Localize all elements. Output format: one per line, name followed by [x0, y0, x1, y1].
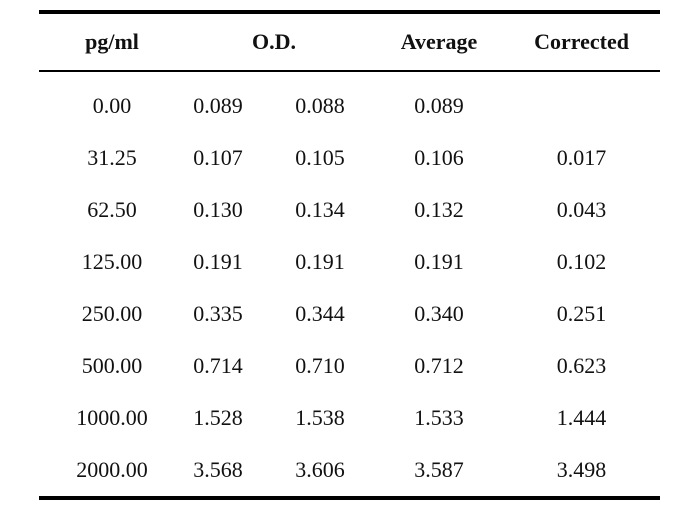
cell-corrected: 0.623: [556, 353, 607, 378]
cell-pg-ml: 250.00: [81, 301, 143, 326]
data-table: pg/ml O.D. Average Corrected 0.00 0.089 …: [39, 10, 660, 500]
cell-average: 0.132: [414, 197, 464, 222]
table-row: 2000.00 3.568 3.606 3.587 3.498: [39, 444, 660, 496]
cell-pg-ml: 125.00: [81, 249, 143, 274]
header-od: O.D.: [252, 29, 296, 54]
table-row: 31.25 0.107 0.105 0.106 0.017: [39, 132, 660, 184]
cell-average: 0.191: [414, 249, 464, 274]
cell-od-2: 0.134: [295, 197, 345, 222]
cell-corrected: [519, 80, 644, 132]
cell-corrected: 0.102: [556, 249, 607, 274]
cell-average: 0.089: [414, 93, 464, 118]
cell-od-2: 0.191: [295, 249, 345, 274]
cell-pg-ml: 2000.00: [76, 457, 148, 482]
table-row: 0.00 0.089 0.088 0.089: [39, 80, 660, 132]
cell-corrected: 3.498: [556, 457, 607, 482]
cell-average: 3.587: [414, 457, 464, 482]
cell-od-1: 0.191: [193, 249, 243, 274]
cell-corrected: 0.043: [556, 197, 607, 222]
header-average: Average: [400, 29, 478, 54]
header-rule: [39, 70, 660, 72]
table-header: pg/ml O.D. Average Corrected: [39, 14, 660, 70]
cell-pg-ml: 1000.00: [76, 405, 148, 430]
table-row: 1000.00 1.528 1.538 1.533 1.444: [39, 392, 660, 444]
cell-od-2: 0.710: [295, 353, 345, 378]
cell-od-2: 3.606: [295, 457, 345, 482]
table-row: 62.50 0.130 0.134 0.132 0.043: [39, 184, 660, 236]
cell-od-1: 0.714: [193, 353, 243, 378]
cell-od-2: 0.088: [295, 93, 345, 118]
cell-pg-ml: 500.00: [81, 353, 143, 378]
cell-od-2: 0.344: [295, 301, 345, 326]
cell-corrected: 0.017: [556, 145, 607, 170]
cell-od-1: 0.107: [193, 145, 243, 170]
table-row: 125.00 0.191 0.191 0.191 0.102: [39, 236, 660, 288]
cell-od-1: 0.089: [193, 93, 243, 118]
cell-od-1: 1.528: [193, 405, 243, 430]
cell-average: 1.533: [414, 405, 464, 430]
table-row: 250.00 0.335 0.344 0.340 0.251: [39, 288, 660, 340]
cell-corrected: 1.444: [556, 405, 607, 430]
header-pg-ml: pg/ml: [85, 29, 139, 54]
cell-average: 0.106: [414, 145, 464, 170]
bottom-rule: [39, 496, 660, 500]
cell-pg-ml: 31.25: [87, 145, 137, 170]
cell-corrected: 0.251: [556, 301, 607, 326]
cell-od-1: 0.130: [193, 197, 243, 222]
cell-pg-ml: 0.00: [92, 93, 132, 118]
top-rule: [39, 10, 660, 14]
cell-od-2: 0.105: [295, 145, 345, 170]
cell-pg-ml: 62.50: [87, 197, 137, 222]
cell-average: 0.340: [414, 301, 464, 326]
cell-average: 0.712: [414, 353, 464, 378]
cell-od-1: 3.568: [193, 457, 243, 482]
header-corrected: Corrected: [534, 29, 629, 54]
cell-od-2: 1.538: [295, 405, 345, 430]
cell-od-1: 0.335: [193, 301, 243, 326]
table-row: 500.00 0.714 0.710 0.712 0.623: [39, 340, 660, 392]
